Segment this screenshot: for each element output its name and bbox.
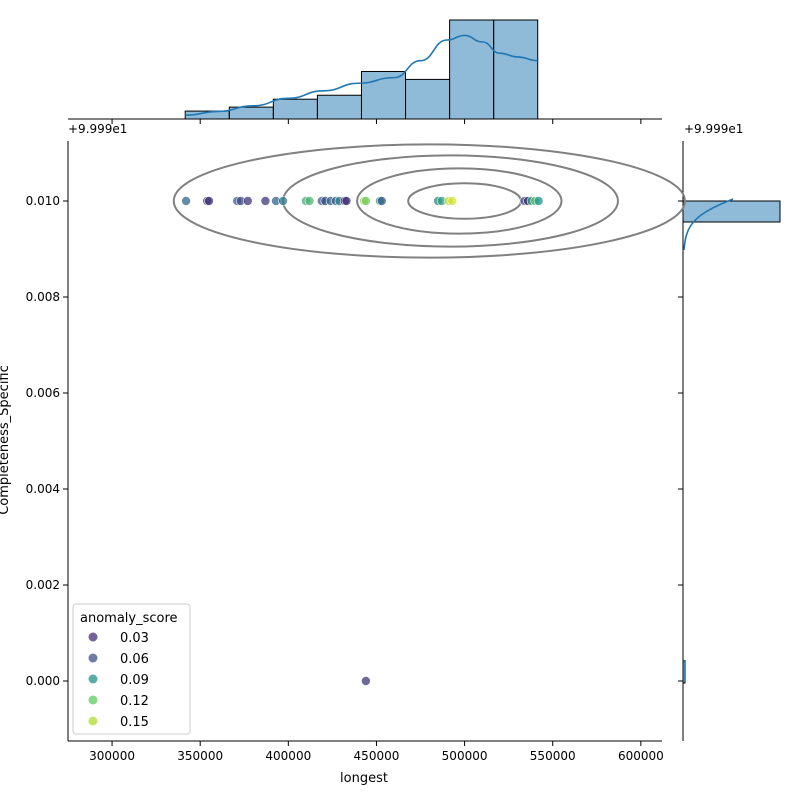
scatter-point: [260, 196, 271, 206]
legend-entry-label: 0.15: [120, 715, 149, 730]
y-offset-label: +9.999e1: [68, 122, 127, 136]
x-tick-label: 450000: [354, 749, 400, 763]
legend-marker: [88, 716, 98, 726]
y-axis-label: Completeness_Specific: [0, 365, 12, 515]
x-tick-label: 400000: [265, 749, 311, 763]
main-axes: 300000 350000 400000 450000 500000 550000 6000…: [26, 119, 683, 763]
legend-marker: [88, 674, 98, 684]
x-tick-label: 300000: [89, 749, 135, 763]
scatter-point: [533, 196, 544, 206]
y-tick-label: 0.000: [26, 674, 60, 688]
scatter-point: [376, 196, 387, 206]
scatter-point: [304, 196, 315, 206]
y-tick-label: 0.002: [26, 578, 60, 592]
x-tick-label: 500000: [442, 749, 488, 763]
x-tick-label: 350000: [177, 749, 223, 763]
x-axis-label: longest: [340, 771, 388, 786]
legend-title: anomaly_score: [80, 611, 178, 626]
legend-marker: [88, 695, 98, 705]
legend-marker: [88, 632, 98, 642]
top-hist-bar: [316, 94, 362, 120]
right-hist-bar: [682, 200, 781, 223]
top-hist-bar: [449, 19, 495, 120]
y-tick-label: 0.004: [26, 482, 60, 496]
scatter-point: [204, 196, 214, 206]
legend-marker: [88, 653, 98, 663]
right-marginal-histogram: [682, 141, 781, 741]
y-tick-label: 0.008: [26, 290, 60, 304]
legend-box: [72, 603, 191, 735]
scatter-point: [181, 196, 191, 206]
scatter-point: [361, 196, 371, 206]
legend-entry-label: 0.09: [120, 673, 149, 688]
scatter-points: [181, 196, 544, 686]
kde-contour: [172, 143, 686, 259]
scatter-point: [242, 196, 253, 206]
kde-contour: [356, 167, 563, 235]
y-tick-label: 0.010: [26, 194, 60, 208]
right-kde-line: [683, 198, 734, 251]
marginal-y-offset-label: +9.999e1: [684, 122, 743, 136]
x-tick-label: 550000: [530, 749, 576, 763]
top-hist-bar: [493, 19, 539, 120]
x-tick-label: 600000: [618, 749, 664, 763]
top-hist-bar: [405, 78, 451, 120]
scatter-point: [341, 196, 352, 206]
legend-entry-label: 0.12: [120, 694, 149, 709]
top-hist-bar: [272, 98, 318, 120]
legend-entry-label: 0.03: [120, 631, 149, 646]
kde-contour: [407, 182, 522, 220]
y-tick-label: 0.006: [26, 386, 60, 400]
top-marginal-histogram: [68, 19, 662, 120]
legend-entry-label: 0.06: [120, 652, 149, 667]
scatter-point: [447, 196, 458, 206]
legend: anomaly_score 0.03 0.06 0.09 0.12 0.15: [72, 603, 191, 735]
scatter-point: [278, 196, 288, 206]
scatter-point: [361, 676, 371, 686]
top-kde-line: [185, 34, 538, 117]
